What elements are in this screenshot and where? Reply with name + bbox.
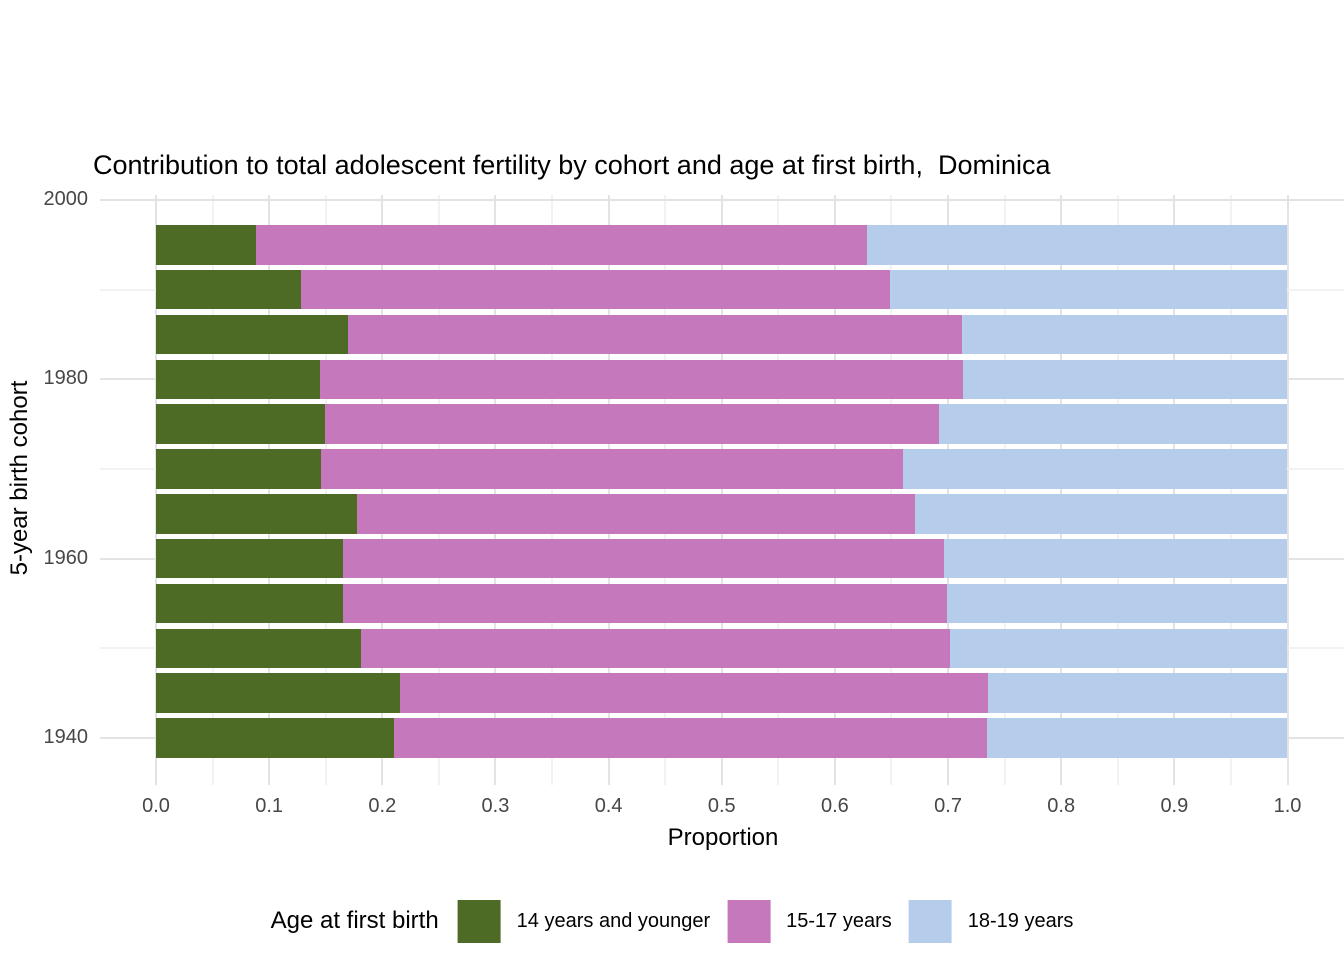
x-tick-label: 0.8 bbox=[1047, 795, 1076, 817]
bar-segment-1995 bbox=[255, 225, 867, 265]
legend-item-14-and-younger: 14 years and younger bbox=[457, 899, 711, 943]
legend-label: 18-19 years bbox=[967, 909, 1074, 932]
bar-segment-1940 bbox=[393, 718, 987, 758]
legend-swatch-15-17 bbox=[727, 899, 771, 943]
bar-segment-1940 bbox=[986, 718, 1288, 758]
bar-segment-1955 bbox=[946, 583, 1288, 624]
bar-segment-1970 bbox=[902, 449, 1288, 489]
x-major-gridline bbox=[1060, 195, 1063, 785]
legend-title: Age at first birth bbox=[270, 907, 439, 934]
bar-segment-1980 bbox=[320, 359, 963, 400]
x-minor-gridline bbox=[1116, 195, 1119, 785]
bar-segment-1975 bbox=[324, 404, 939, 444]
bar-segment-1965 bbox=[156, 494, 358, 534]
bar-segment-1965 bbox=[357, 494, 916, 534]
legend: Age at first birth 14 years and younger … bbox=[270, 899, 1074, 943]
x-major-gridline bbox=[1173, 195, 1176, 785]
legend-item-18-19: 18-19 years bbox=[908, 899, 1074, 943]
legend-swatch-14-and-younger bbox=[457, 899, 501, 943]
x-tick-label: 0.4 bbox=[594, 795, 623, 817]
bar-segment-1985 bbox=[961, 314, 1288, 355]
bar-segment-1995 bbox=[156, 225, 256, 265]
plot-panel bbox=[100, 193, 1344, 785]
bar-segment-1950 bbox=[360, 628, 951, 669]
bar-segment-1955 bbox=[156, 583, 343, 624]
bar-segment-1970 bbox=[156, 449, 322, 489]
x-minor-gridline bbox=[437, 195, 440, 785]
bar-segment-1940 bbox=[156, 718, 394, 758]
bar-segment-1990 bbox=[890, 269, 1288, 310]
x-tick-label: 0.5 bbox=[707, 795, 736, 817]
bar-segment-1960 bbox=[156, 538, 343, 579]
bar-segment-1965 bbox=[915, 494, 1288, 534]
bar-segment-1990 bbox=[300, 269, 891, 310]
bar-segment-1980 bbox=[962, 359, 1288, 400]
bar-segment-1945 bbox=[156, 673, 401, 713]
x-major-gridline bbox=[494, 195, 497, 785]
x-major-gridline bbox=[607, 195, 610, 785]
legend-label: 14 years and younger bbox=[516, 909, 711, 932]
bar-segment-1960 bbox=[943, 538, 1288, 579]
y-tick-label: 2000 bbox=[43, 188, 89, 210]
bar-segment-1985 bbox=[156, 314, 349, 355]
x-major-gridline bbox=[155, 195, 157, 785]
x-minor-gridline bbox=[664, 195, 667, 785]
x-tick-label: 0.7 bbox=[934, 795, 962, 817]
legend-item-15-17: 15-17 years bbox=[727, 899, 892, 943]
bar-segment-1970 bbox=[321, 449, 903, 489]
x-tick-label: 1.0 bbox=[1273, 795, 1302, 817]
x-tick-label: 0.6 bbox=[820, 795, 849, 817]
y-tick-label: 1960 bbox=[43, 546, 89, 569]
bar-segment-1950 bbox=[950, 628, 1288, 669]
x-minor-gridline bbox=[890, 195, 893, 785]
x-tick-label: 0.0 bbox=[142, 795, 170, 817]
x-minor-gridline bbox=[777, 195, 780, 785]
x-minor-gridline bbox=[1229, 195, 1232, 785]
bar-segment-1975 bbox=[938, 404, 1288, 444]
x-major-gridline bbox=[947, 195, 950, 785]
x-minor-gridline bbox=[1003, 195, 1006, 785]
x-major-gridline bbox=[381, 195, 384, 785]
bar-segment-1975 bbox=[156, 404, 325, 444]
bar-segment-1950 bbox=[156, 628, 361, 669]
y-major-gridline bbox=[100, 199, 1344, 201]
x-tick-label: 0.9 bbox=[1160, 795, 1189, 817]
bar-segment-1980 bbox=[156, 359, 321, 400]
bar-segment-1960 bbox=[342, 538, 944, 579]
bar-segment-1955 bbox=[342, 583, 947, 624]
bar-segment-1945 bbox=[987, 673, 1288, 713]
x-minor-gridline bbox=[551, 195, 554, 785]
x-axis-title: Proportion bbox=[667, 824, 779, 851]
x-tick-label: 0.1 bbox=[255, 795, 284, 817]
x-major-gridline bbox=[268, 195, 271, 785]
chart-title: Contribution to total adolescent fertili… bbox=[93, 150, 1051, 180]
bar-segment-1945 bbox=[400, 673, 988, 713]
x-major-gridline bbox=[1286, 195, 1289, 785]
y-tick-label: 1940 bbox=[43, 726, 89, 748]
x-major-gridline bbox=[720, 195, 723, 785]
x-minor-gridline bbox=[324, 195, 327, 785]
x-tick-label: 0.3 bbox=[481, 795, 510, 817]
bar-segment-1995 bbox=[866, 225, 1288, 265]
bar-segment-1990 bbox=[156, 269, 301, 310]
x-major-gridline bbox=[833, 195, 836, 785]
x-tick-label: 0.2 bbox=[368, 795, 397, 817]
y-tick-label: 1980 bbox=[43, 367, 89, 390]
x-minor-gridline bbox=[211, 195, 214, 785]
bar-segment-1985 bbox=[348, 314, 962, 355]
legend-swatch-18-19 bbox=[908, 899, 952, 943]
legend-label: 15-17 years bbox=[786, 909, 892, 932]
